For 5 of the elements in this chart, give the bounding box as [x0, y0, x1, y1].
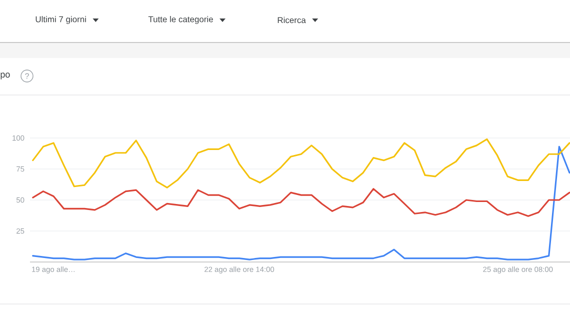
- text: Tutte le categorie: [148, 16, 213, 24]
- chart-title: po: [0, 72, 10, 80]
- line-series: [32, 138, 570, 188]
- text: Ricerca: [278, 16, 306, 24]
- text: Ultimi 7 giorni: [36, 16, 86, 24]
